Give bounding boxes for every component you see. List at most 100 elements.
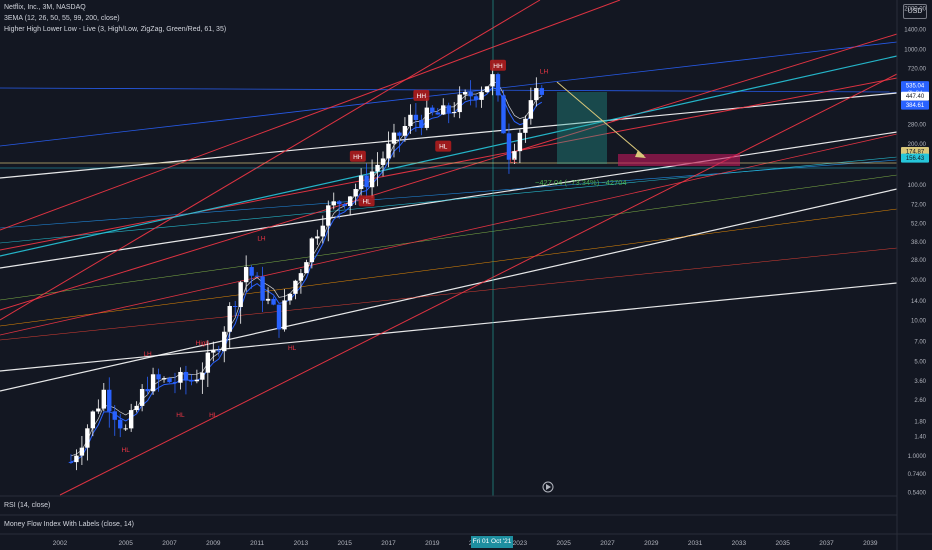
trendline <box>0 87 898 93</box>
candle-body <box>358 175 364 190</box>
trendline <box>0 133 898 336</box>
y-tick-label: 28.00 <box>911 258 927 264</box>
candle-body <box>167 378 172 383</box>
candle-body <box>309 238 315 263</box>
trendline <box>0 77 898 251</box>
zigzag-label: HL <box>209 412 218 419</box>
x-tick-label: 2007 <box>162 540 177 547</box>
trendline <box>0 188 898 392</box>
candle-body <box>112 411 117 420</box>
x-tick-label: 2035 <box>775 540 790 547</box>
candle-body <box>222 331 227 352</box>
x-tick-label: 2015 <box>337 540 352 547</box>
y-tick-label: 2.60 <box>914 398 926 404</box>
trendline <box>0 33 898 311</box>
trendline <box>0 0 621 231</box>
y-tick-label: 10.00 <box>911 319 927 325</box>
price-tag: 156.43 <box>901 153 929 163</box>
chart-title: Netflix, Inc., 3M, NASDAQ <box>4 4 86 11</box>
trendline <box>0 282 898 372</box>
candle-body <box>90 411 96 429</box>
x-tick-label: 2017 <box>381 540 396 547</box>
y-tick-label: 14.00 <box>911 299 927 305</box>
candle-body <box>194 379 200 382</box>
candle-body <box>364 175 369 188</box>
candle-body <box>282 300 287 330</box>
candle-body <box>79 447 85 456</box>
zigzag-label: HL <box>439 144 448 151</box>
candle-body <box>265 298 271 301</box>
zigzag-label: HL <box>176 412 185 419</box>
candle-body <box>347 196 353 206</box>
candle-body <box>178 371 183 383</box>
y-tick-label: 1.80 <box>914 420 926 426</box>
candle-body <box>249 267 254 276</box>
candle-body <box>468 92 473 97</box>
zigzag-badge <box>435 140 452 152</box>
x-tick-label: 2025 <box>556 540 571 547</box>
candle-body <box>211 350 216 353</box>
candle-body <box>315 236 320 239</box>
trendline <box>0 41 898 147</box>
zigzag-badge <box>358 195 375 207</box>
ema-indicator-label[interactable]: 3EMA (12, 26, 50, 55, 99, 200, close) <box>4 15 120 22</box>
candle-body <box>386 143 391 159</box>
candle-body <box>101 389 106 409</box>
price-tag-value: 447.40 <box>906 94 925 100</box>
y-tick-label: 20.00 <box>911 278 927 284</box>
candle-body <box>118 419 123 429</box>
candle-body <box>539 88 544 95</box>
x-tick-label: 2039 <box>863 540 878 547</box>
mfi-pane-label[interactable]: Money Flow Index With Labels (close, 14) <box>4 521 134 528</box>
candle-body <box>139 389 145 406</box>
zigzag-label: HL <box>362 198 371 205</box>
trendline <box>0 55 898 257</box>
price-tag-value: 156.43 <box>906 156 925 162</box>
candle-body <box>74 455 79 463</box>
x-tick-label: 2002 <box>53 540 68 547</box>
candle-body <box>298 273 304 281</box>
candle-body <box>462 92 468 95</box>
rsi-pane-label[interactable]: RSI (14, close) <box>4 502 51 509</box>
zigzag-label: High <box>196 340 210 347</box>
candle-body <box>271 298 276 305</box>
candle-body <box>276 304 282 330</box>
x-tick-label: 2031 <box>688 540 703 547</box>
candle-body <box>68 461 74 463</box>
zigzag-label: LH <box>143 351 152 358</box>
arrow-head <box>635 150 646 158</box>
candle-body <box>397 132 402 136</box>
candle-body <box>424 107 430 128</box>
y-tick-label: 7.00 <box>914 340 926 346</box>
candle-body <box>419 119 424 128</box>
candle-body <box>320 225 325 237</box>
x-tick-label: 2009 <box>206 540 221 547</box>
y-tick-label: 1.0000 <box>908 454 927 460</box>
x-tick-label: 2019 <box>425 540 440 547</box>
y-tick-label: 1000.00 <box>904 47 926 53</box>
price-tag: 384.61 <box>901 100 929 110</box>
candle-body <box>430 107 435 113</box>
y-tick-label: 52.00 <box>911 221 927 227</box>
currency-button[interactable]: USD <box>903 4 927 19</box>
zigzag-badge <box>413 89 430 101</box>
x-tick-label: 2023 <box>513 540 528 547</box>
replay-icon[interactable] <box>542 481 554 493</box>
candle-body <box>342 204 347 206</box>
candle-body <box>337 201 342 205</box>
long-position-zone <box>557 92 607 164</box>
candle-body <box>96 408 101 412</box>
candle-body <box>254 275 260 277</box>
candle-body <box>408 114 413 127</box>
hhll-indicator-label[interactable]: Higher High Lower Low - Live (3, High/Lo… <box>4 26 227 33</box>
x-tick-label: 2013 <box>294 540 309 547</box>
candle-body <box>413 114 419 120</box>
x-tick-label: 2027 <box>600 540 615 547</box>
measure-label: −427.04 (−73.34%) −42704 <box>535 178 627 187</box>
y-tick-label: 72.00 <box>911 202 927 208</box>
y-tick-label: 0.7400 <box>908 472 927 478</box>
ema-line <box>70 86 543 463</box>
candle-body <box>150 374 156 392</box>
